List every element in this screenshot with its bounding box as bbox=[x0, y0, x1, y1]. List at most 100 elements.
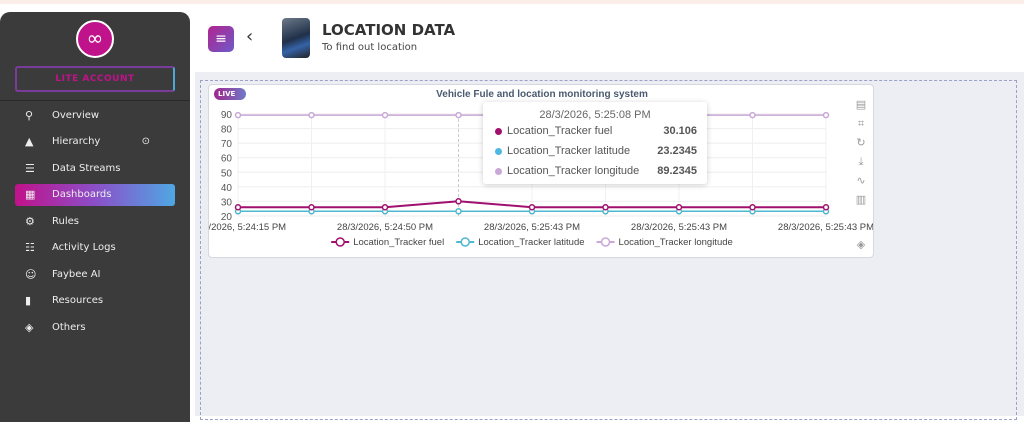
robot-icon: ☺ bbox=[25, 267, 37, 281]
data-point[interactable] bbox=[528, 204, 536, 211]
live-badge: LIVE bbox=[214, 88, 246, 100]
book-icon: ▮ bbox=[25, 294, 32, 307]
dashboard-icon: ▦ bbox=[25, 188, 36, 201]
sidebar-item-overview[interactable]: ⚲ Overview bbox=[15, 104, 175, 126]
tooltip-label: Location_Tracker fuel bbox=[507, 125, 613, 137]
legend-marker-icon bbox=[335, 237, 345, 247]
page-subtitle: To find out location bbox=[322, 42, 418, 53]
logo-icon: ∞ bbox=[76, 20, 114, 58]
sidebar: ∞ LITE ACCOUNT ⚲ Overview ▲ Hierarchy ⊙ ☰ Data… bbox=[0, 12, 190, 422]
x-tick-label: 28/3/2026, 5:24:15 PM bbox=[209, 222, 286, 233]
legend-label: Location_Tracker latitude bbox=[478, 237, 584, 248]
line-chart-icon[interactable]: ∿ bbox=[856, 174, 866, 187]
bar-chart-icon[interactable]: ▥ bbox=[855, 193, 867, 206]
x-tick-label: 28/3/2026, 5:25:43 PM bbox=[631, 222, 727, 233]
tooltip-label: Location_Tracker latitude bbox=[507, 145, 631, 157]
sidebar-item-resources[interactable]: ▮ Resources bbox=[15, 290, 175, 312]
tooltip-row: Location_Tracker fuel 30.106 bbox=[483, 121, 707, 141]
sidebar-item-faybee-ai[interactable]: ☺ Faybee AI bbox=[15, 263, 175, 285]
y-tick-label: 40 bbox=[221, 183, 233, 194]
sidebar-item-others[interactable]: ◈ Others bbox=[15, 316, 175, 338]
data-point[interactable] bbox=[381, 111, 389, 119]
legend-label: Location_Tracker fuel bbox=[353, 237, 444, 248]
data-point[interactable] bbox=[455, 111, 462, 119]
tooltip-value: 23.2345 bbox=[657, 145, 697, 157]
series-dot-icon bbox=[495, 147, 502, 155]
divider bbox=[0, 100, 190, 101]
header: ≡ ‹ LOCATION DATA To find out location bbox=[190, 4, 1024, 72]
x-tick-label: 28/3/2026, 5:24:50 PM bbox=[337, 222, 433, 233]
data-point[interactable] bbox=[455, 198, 462, 205]
sidebar-item-label: Faybee AI bbox=[52, 268, 101, 280]
data-point[interactable] bbox=[455, 208, 462, 215]
tooltip-time: 28/3/2026, 5:25:08 PM bbox=[539, 109, 651, 121]
tooltip-value: 89.2345 bbox=[657, 165, 697, 177]
sidebar-item-activity-logs[interactable]: ☷ Activity Logs bbox=[15, 237, 175, 259]
legend-item[interactable]: Location_Tracker fuel bbox=[331, 237, 444, 248]
lite-account-button[interactable]: LITE ACCOUNT bbox=[15, 66, 175, 92]
page-title: LOCATION DATA bbox=[322, 21, 456, 39]
legend-item[interactable]: Location_Tracker latitude bbox=[456, 237, 585, 248]
data-view-icon[interactable]: ▤ bbox=[855, 98, 867, 111]
x-tick-label: 28/3/2026, 5:25:43 PM bbox=[778, 222, 874, 233]
series-dot-icon bbox=[495, 127, 502, 135]
chevron-down-icon[interactable]: ⊙ bbox=[141, 136, 150, 147]
data-point[interactable] bbox=[308, 111, 315, 119]
data-point[interactable] bbox=[749, 111, 756, 119]
tooltip-value: 30.106 bbox=[663, 125, 697, 137]
sidebar-item-label: Others bbox=[52, 321, 86, 333]
y-tick-label: 20 bbox=[221, 212, 233, 223]
data-point[interactable] bbox=[822, 204, 830, 211]
y-tick-label: 50 bbox=[221, 168, 233, 179]
sidebar-item-label: Overview bbox=[52, 109, 100, 121]
sidebar-item-label: Activity Logs bbox=[52, 242, 116, 253]
crop-icon[interactable]: ⌗ bbox=[857, 117, 865, 130]
top-strip bbox=[0, 0, 1024, 4]
menu-icon[interactable]: ≡ bbox=[208, 26, 234, 52]
data-point[interactable] bbox=[308, 204, 315, 211]
x-tick-label: 28/3/2026, 5:25:43 PM bbox=[484, 222, 580, 233]
legend-marker-icon bbox=[460, 237, 470, 247]
back-chevron-icon[interactable]: ‹ bbox=[246, 26, 254, 47]
sidebar-item-dashboards[interactable]: ▦ Dashboards bbox=[15, 183, 175, 206]
sidebar-item-hierarchy[interactable]: ▲ Hierarchy ⊙ bbox=[15, 131, 175, 153]
sidebar-item-label: Hierarchy bbox=[52, 136, 101, 147]
legend-marker-icon bbox=[600, 237, 611, 247]
data-point[interactable] bbox=[822, 111, 830, 119]
chart-tooltip: 28/3/2026, 5:25:08 PM Location_Tracker f… bbox=[483, 102, 707, 184]
y-tick-label: 70 bbox=[221, 139, 233, 150]
chart-toolbox: ▤ ⌗ ↻ ⤓ ∿ ▥ ◈ bbox=[853, 95, 869, 251]
database-icon: ☰ bbox=[25, 161, 35, 175]
sidebar-item-label: Dashboards bbox=[52, 189, 112, 200]
list-icon: ☷ bbox=[25, 241, 35, 254]
download-icon[interactable]: ⤓ bbox=[858, 155, 864, 168]
stack-icon[interactable]: ◈ bbox=[856, 238, 866, 251]
tooltip-row: Location_Tracker longitude 89.2345 bbox=[483, 161, 707, 181]
y-tick-label: 90 bbox=[221, 110, 233, 121]
data-point[interactable] bbox=[234, 111, 242, 119]
sidebar-item-rules[interactable]: ⚙ Rules bbox=[15, 210, 175, 232]
sidebar-item-label: Rules bbox=[52, 215, 79, 227]
tooltip-label: Location_Tracker longitude bbox=[507, 165, 640, 177]
y-tick-label: 60 bbox=[221, 154, 233, 165]
line-chart: 20 30 40 50 60 70 80 90 28/3/2026, 5:24:15 PM 28/… bbox=[209, 110, 874, 248]
y-tick-label: 80 bbox=[221, 125, 233, 136]
dashboard-thumbnail bbox=[282, 18, 310, 58]
tag-icon: ◈ bbox=[25, 320, 34, 334]
sidebar-item-data-streams[interactable]: ☰ Data Streams bbox=[15, 157, 175, 179]
legend-item[interactable]: Location_Tracker longitude bbox=[596, 237, 733, 248]
refresh-icon[interactable]: ↻ bbox=[856, 136, 866, 149]
gear-icon: ⚙ bbox=[25, 214, 35, 228]
y-tick-label: 30 bbox=[221, 197, 233, 208]
data-point[interactable] bbox=[749, 204, 756, 211]
search-icon: ⚲ bbox=[25, 108, 34, 122]
series-dot-icon bbox=[495, 167, 502, 175]
tooltip-row: Location_Tracker latitude 23.2345 bbox=[483, 141, 707, 161]
sidebar-item-label: Resources bbox=[52, 295, 104, 306]
data-point[interactable] bbox=[675, 204, 683, 211]
data-point[interactable] bbox=[381, 204, 389, 211]
sidebar-item-label: Data Streams bbox=[52, 162, 121, 174]
data-point[interactable] bbox=[234, 204, 242, 211]
legend-label: Location_Tracker longitude bbox=[619, 237, 733, 248]
data-point[interactable] bbox=[602, 204, 609, 211]
